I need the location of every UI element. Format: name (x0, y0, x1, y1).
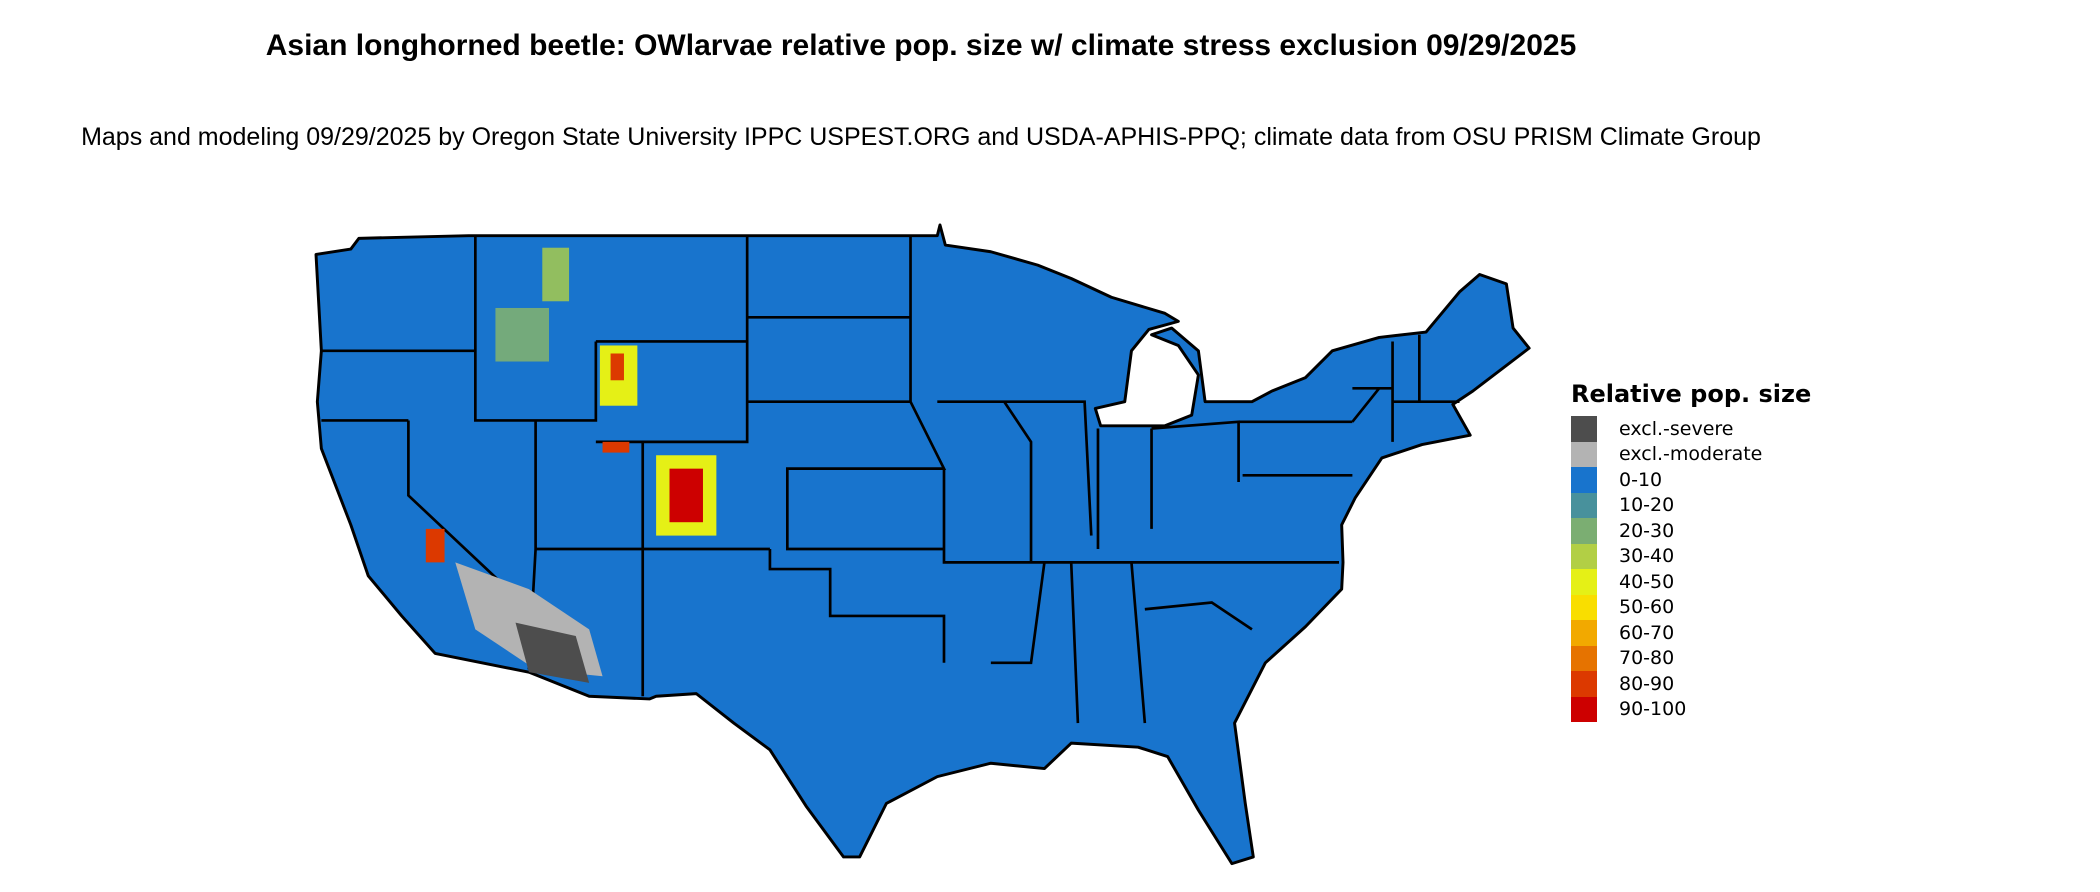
legend-label: 20-30 (1619, 519, 1675, 542)
legend-label: 10-20 (1619, 494, 1675, 517)
legend-item: excl.-moderate (1571, 441, 1811, 467)
legend-swatch (1571, 492, 1597, 518)
legend-swatch (1571, 416, 1597, 442)
legend-label: 30-40 (1619, 545, 1675, 568)
legend-label: 50-60 (1619, 596, 1675, 619)
legend-item: 10-20 (1571, 492, 1811, 518)
legend-label: 60-70 (1619, 621, 1675, 644)
legend-item: 90-100 (1571, 696, 1811, 722)
hotspot-areas (425, 247, 717, 563)
legend-item: excl.-severe (1571, 416, 1811, 442)
legend-label: 90-100 (1619, 698, 1687, 721)
legend-swatch (1571, 518, 1597, 544)
legend-swatch (1571, 594, 1597, 620)
legend-label: excl.-moderate (1619, 443, 1763, 466)
legend-swatch (1571, 569, 1597, 595)
chart-title: Asian longhorned beetle: OWlarvae relati… (265, 29, 1577, 62)
legend-swatch (1571, 696, 1597, 722)
legend-label: excl.-severe (1619, 417, 1734, 440)
legend-swatch (1571, 645, 1597, 671)
legend-item: 80-90 (1571, 671, 1811, 697)
legend: Relative pop. size excl.-severe excl.-mod… (1571, 380, 1811, 722)
legend-swatch (1571, 671, 1597, 697)
legend-item: 60-70 (1571, 620, 1811, 646)
legend-swatch (1571, 467, 1597, 493)
legend-swatch (1571, 543, 1597, 569)
legend-title: Relative pop. size (1571, 380, 1812, 408)
legend-item: 30-40 (1571, 543, 1811, 569)
legend-item: 20-30 (1571, 518, 1811, 544)
legend-item: 0-10 (1571, 467, 1811, 493)
legend-label: 40-50 (1619, 570, 1675, 593)
legend-item: 40-50 (1571, 569, 1811, 595)
chart-subtitle: Maps and modeling 09/29/2025 by Oregon S… (81, 123, 1761, 151)
legend-label: 0-10 (1619, 468, 1663, 491)
legend-item: 70-80 (1571, 645, 1811, 671)
exclusion-areas (455, 562, 603, 683)
legend-label: 80-90 (1619, 672, 1675, 695)
state-borders (321, 235, 1460, 724)
legend-item: 50-60 (1571, 594, 1811, 620)
legend-swatch (1571, 620, 1597, 646)
legend-swatch (1571, 441, 1597, 467)
legend-label: 70-80 (1619, 647, 1675, 670)
